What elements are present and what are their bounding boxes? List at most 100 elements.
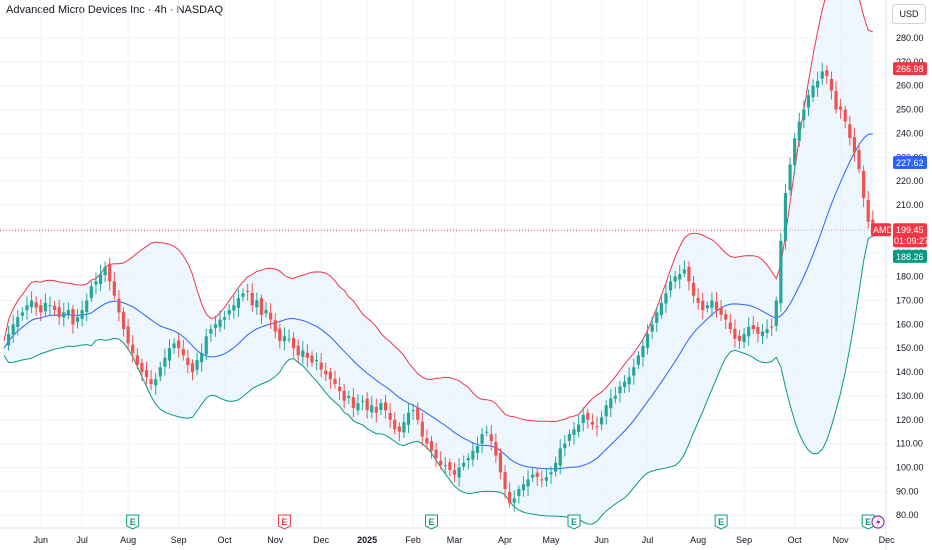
candle-body bbox=[659, 302, 663, 316]
x-tick-label: Oct bbox=[218, 535, 233, 545]
x-tick-label: Jul bbox=[642, 535, 654, 545]
candle-body bbox=[577, 424, 581, 432]
candle-body bbox=[71, 308, 75, 325]
candle-body bbox=[475, 446, 480, 453]
bollinger-bands bbox=[3, 0, 874, 525]
candle-body bbox=[177, 340, 181, 349]
earnings-marker bbox=[277, 514, 291, 530]
candle-body bbox=[645, 333, 650, 348]
y-tick-label: 270.00 bbox=[896, 57, 924, 67]
candle-body bbox=[742, 333, 746, 343]
candle-body bbox=[57, 307, 61, 318]
candle-body bbox=[747, 326, 751, 337]
candle-body bbox=[558, 448, 562, 466]
candle-body bbox=[204, 336, 208, 355]
candle-body bbox=[627, 376, 631, 385]
candle-body bbox=[108, 264, 112, 282]
candle-body bbox=[480, 434, 484, 444]
candle-body bbox=[825, 70, 829, 77]
y-tick-label: 170.00 bbox=[896, 295, 924, 305]
candle-body bbox=[517, 488, 521, 496]
candle-body bbox=[347, 395, 351, 398]
candle-body bbox=[94, 281, 98, 285]
y-tick-label: 140.00 bbox=[896, 367, 924, 377]
earnings-marker bbox=[126, 514, 140, 530]
x-tick-label: Dec bbox=[313, 535, 330, 545]
candle-body bbox=[737, 335, 742, 342]
candle-body bbox=[535, 472, 539, 478]
candle-body bbox=[751, 325, 755, 330]
candle-body bbox=[223, 317, 227, 320]
candle-body bbox=[760, 331, 765, 337]
candle-body bbox=[264, 310, 268, 314]
chart-title: Advanced Micro Devices Inc · 4h · NASDAQ bbox=[6, 4, 224, 16]
y-tick-label: 160.00 bbox=[896, 319, 924, 329]
y-tick-label: 130.00 bbox=[896, 391, 924, 401]
earnings-marker-label: E bbox=[281, 517, 287, 527]
candle-body bbox=[48, 305, 52, 307]
candle-body bbox=[531, 474, 535, 478]
x-tick-label: Jun bbox=[34, 535, 49, 545]
candle-body bbox=[154, 379, 158, 386]
candle-body bbox=[402, 422, 406, 433]
band-price-tag bbox=[893, 62, 927, 76]
x-tick-label: Dec bbox=[879, 535, 896, 545]
candle-body bbox=[319, 362, 323, 370]
y-tick-label: 80.00 bbox=[896, 510, 919, 520]
candle-body bbox=[52, 305, 57, 311]
candle-body bbox=[287, 338, 291, 340]
candle-body bbox=[696, 297, 700, 303]
candle-body bbox=[622, 381, 627, 387]
candle-body bbox=[673, 276, 677, 282]
candle-body bbox=[75, 317, 80, 322]
last-price-tag bbox=[893, 223, 927, 248]
candle-body bbox=[135, 355, 139, 365]
candle-body bbox=[839, 106, 843, 110]
candle-body bbox=[848, 124, 852, 139]
candle-body bbox=[457, 467, 461, 478]
candle-body bbox=[687, 266, 691, 282]
x-tick-label: Sep bbox=[171, 535, 187, 545]
candle-body bbox=[149, 379, 153, 384]
candle-body bbox=[439, 460, 443, 466]
candle-body bbox=[333, 378, 337, 384]
currency-button[interactable]: USD bbox=[892, 4, 926, 24]
candle-body bbox=[678, 274, 682, 280]
candle-body bbox=[282, 336, 287, 342]
candle-body bbox=[498, 452, 503, 473]
candle-body bbox=[668, 281, 673, 291]
candle-body bbox=[655, 312, 659, 323]
candle-body bbox=[774, 300, 778, 326]
candle-body bbox=[609, 398, 613, 409]
symbol-tag-text: AMD bbox=[873, 225, 894, 235]
candle-body bbox=[236, 298, 241, 308]
candle-body bbox=[117, 298, 121, 313]
candlesticks bbox=[6, 62, 875, 512]
candle-body bbox=[186, 357, 190, 365]
candle-body bbox=[604, 405, 608, 417]
candle-body bbox=[126, 326, 130, 344]
candle-body bbox=[526, 479, 530, 487]
x-tick-label: Jun bbox=[594, 535, 609, 545]
y-tick-label: 120.00 bbox=[896, 415, 924, 425]
y-tick-label: 250.00 bbox=[896, 105, 924, 115]
candle-body bbox=[664, 293, 668, 304]
candle-body bbox=[62, 312, 66, 318]
candle-body bbox=[406, 412, 411, 425]
candle-body bbox=[393, 419, 397, 430]
candle-body bbox=[783, 193, 788, 241]
candle-body bbox=[452, 470, 457, 475]
candle-body bbox=[292, 337, 296, 349]
candle-body bbox=[779, 240, 783, 304]
candle-body bbox=[190, 363, 195, 373]
candle-body bbox=[296, 345, 300, 356]
candle-body bbox=[305, 352, 309, 358]
earnings-marker bbox=[861, 514, 875, 530]
x-tick-label: Aug bbox=[120, 535, 136, 545]
candle-body bbox=[337, 386, 342, 392]
candle-body bbox=[503, 472, 507, 489]
candle-body bbox=[485, 431, 489, 433]
candle-body bbox=[590, 421, 594, 425]
